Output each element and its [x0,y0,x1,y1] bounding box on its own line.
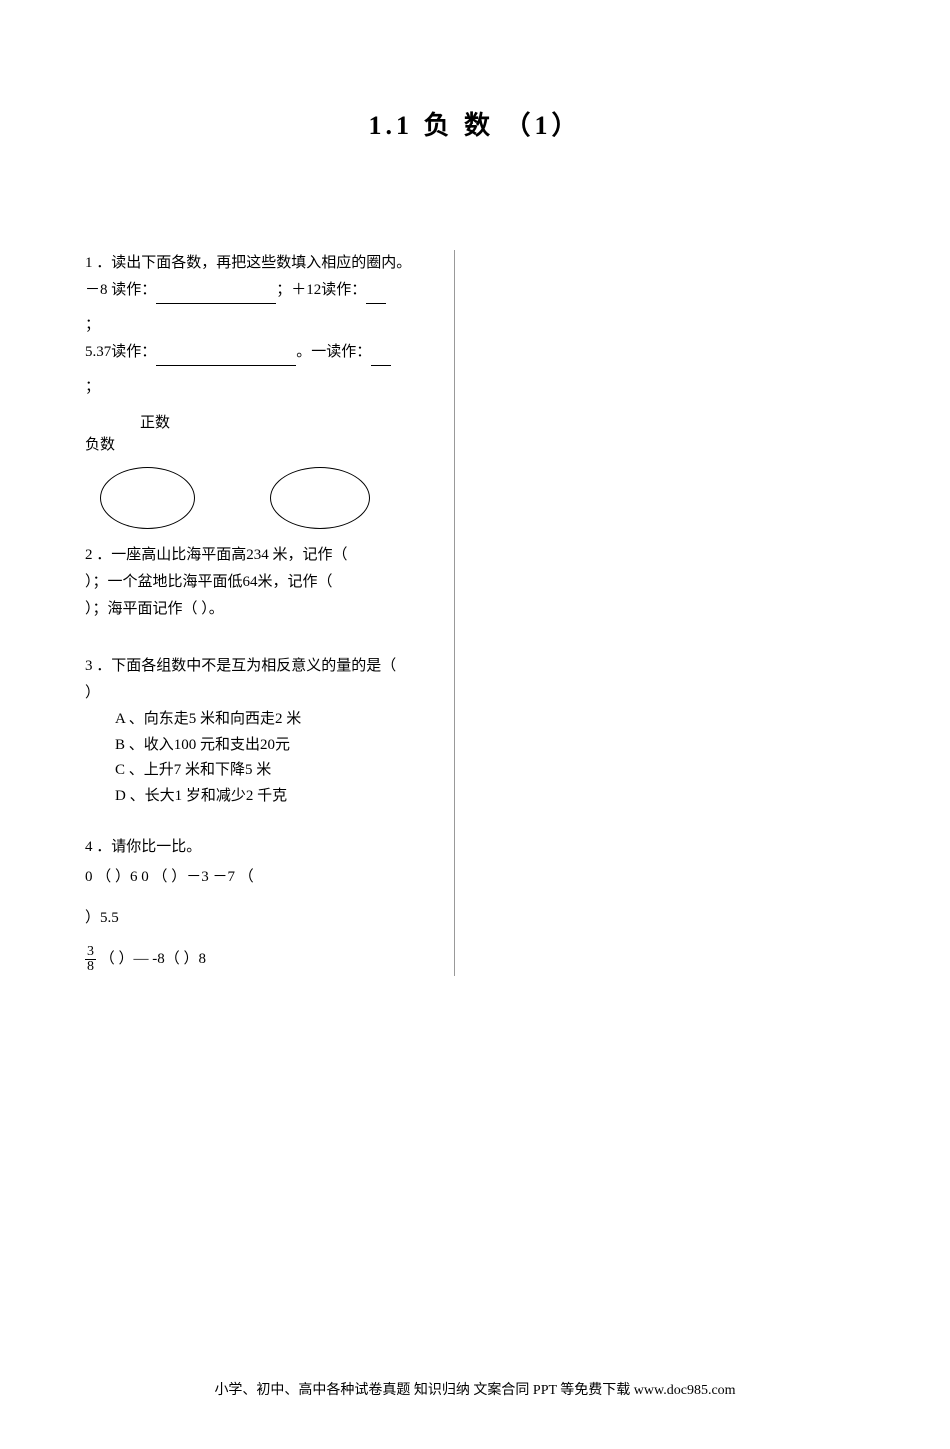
fraction-3-8: 3 8 [85,945,96,974]
positive-label: 正数 [140,411,170,432]
q3-close: ） [85,680,444,707]
question-2: 2 ．一座高山比海平面高234 米，记作（ ）；一个盆地比海平面低64米，记作（… [85,542,444,623]
blank-underline [156,303,276,304]
q1-labels: 正数 [85,411,444,432]
q4-row2: ）5.5 [85,902,444,935]
q2-line3: ）；海平面记作（ ）。 [85,596,444,623]
q3-option-c: C 、上升7 米和下降5 米 [115,758,444,784]
question-4: 4 ．请你比一比。 0 （ ）6 0 （ ）－3 －7 （ ）5.5 3 8 （… [85,834,444,976]
q1-line1-a: －8 读作： [85,282,156,298]
blank-underline [366,303,386,304]
q3-option-d: D 、长大1 岁和减少2 千克 [115,784,444,810]
q1-semi1: ； [85,312,444,339]
q3-option-b: B 、收入100 元和支出20元 [115,733,444,759]
q1-line2: 5.37读作： 。一读作： [85,339,444,366]
question-3: 3 ．下面各组数中不是互为相反意义的量的是（ ） A 、向东走5 米和向西走2 … [85,653,444,809]
fraction-denominator: 8 [85,960,96,974]
negative-ellipse [270,467,370,529]
ellipses-container [85,467,444,537]
content-column: 1 ．读出下面各数，再把这些数填入相应的圈内。 －8 读作：；＋12读作： ； … [85,250,455,976]
q4-row3-mid: （ ）— -8（ ）8 [100,951,206,967]
fraction-numerator: 3 [85,945,96,960]
q1-intro: 1 ．读出下面各数，再把这些数填入相应的圈内。 [85,250,444,277]
blank-underline [371,365,391,366]
page-footer: 小学、初中、高中各种试卷真题 知识归纳 文案合同 PPT 等免费下载 www.d… [0,1379,950,1399]
q4-row3: 3 8 （ ）— -8（ ）8 [85,943,444,976]
blank-underline [156,365,296,366]
q1-line1-b: ；＋12读作： [276,282,366,298]
negative-label-row: 负数 [85,432,444,459]
q4-row1: 0 （ ）6 0 （ ）－3 －7 （ [85,861,444,894]
positive-ellipse [100,467,195,529]
q2-line2: ）；一个盆地比海平面低64米，记作（ [85,569,444,596]
q3-intro: 3 ．下面各组数中不是互为相反意义的量的是（ [85,653,444,680]
negative-label: 负数 [85,432,115,459]
q1-semi2: ； [85,374,444,401]
q1-line2-b: 。一读作： [296,344,371,360]
q3-option-a: A 、向东走5 米和向西走2 米 [115,707,444,733]
q1-line1: －8 读作： ；＋12读作： [85,277,444,304]
q4-intro: 4 ．请你比一比。 [85,834,444,861]
q2-line1: 2 ．一座高山比海平面高234 米，记作（ [85,542,444,569]
page-title: 1.1 负 数 （1） [0,105,950,142]
q1-line2-a: 5.37读作： [85,344,156,360]
